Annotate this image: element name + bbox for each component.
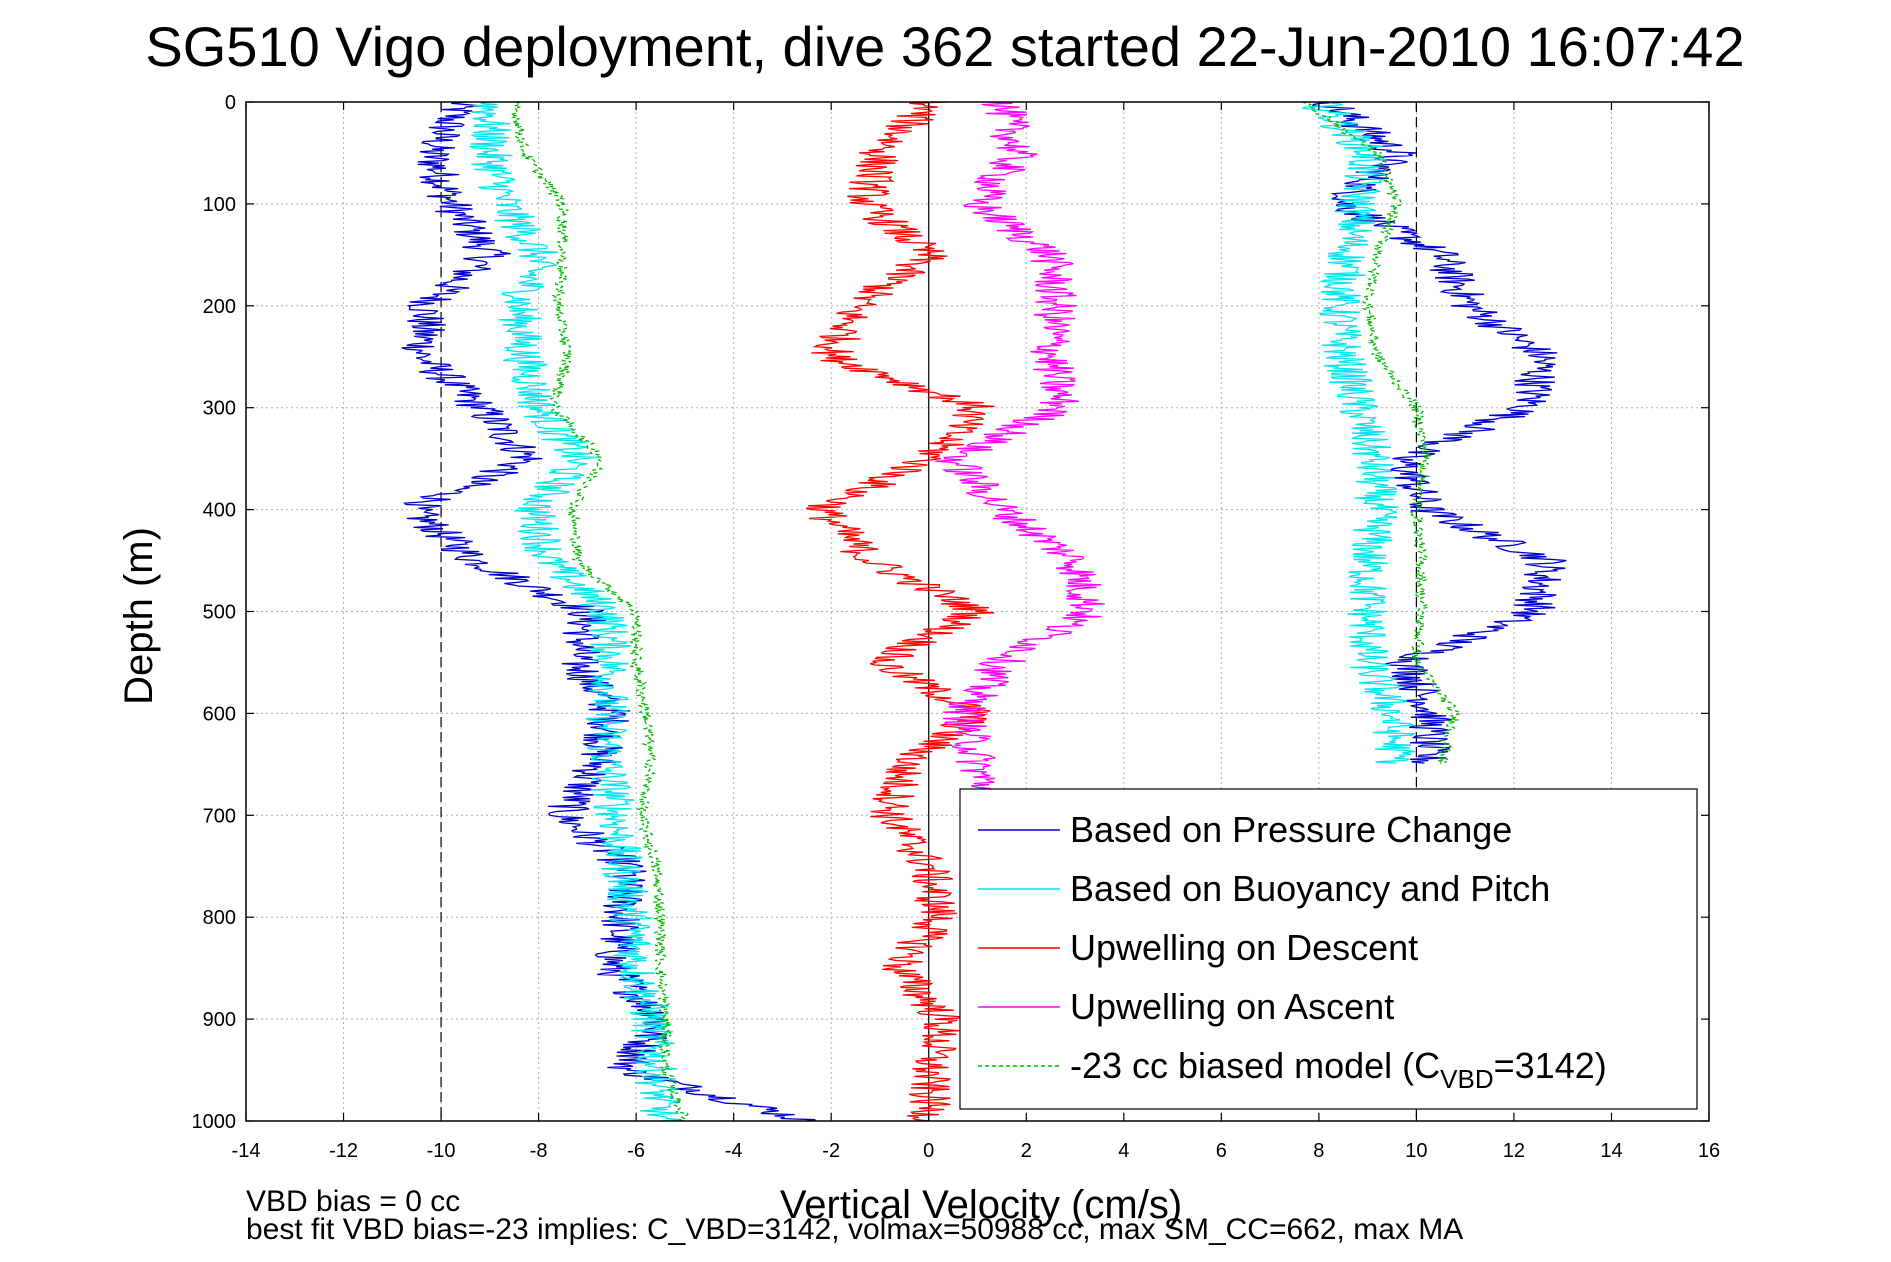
y-tick-label: 400 xyxy=(203,500,236,522)
series-line-based-on-pressure-change-descent xyxy=(401,101,816,1122)
y-tick-label: 100 xyxy=(203,194,236,216)
series-line-based-on-buoyancy-and-pitch-descent xyxy=(469,101,681,1122)
x-tick-label: 14 xyxy=(1600,1140,1622,1162)
x-tick-label: -12 xyxy=(329,1140,358,1162)
legend-entry-label: Based on Buoyancy and Pitch xyxy=(1070,868,1550,909)
series-line-23-cc-biased-model-c-descent xyxy=(508,101,689,1122)
x-tick-label: -10 xyxy=(427,1140,456,1162)
series-line-23-cc-biased-model-c-ascent xyxy=(1301,101,1462,764)
x-tick-label: 8 xyxy=(1313,1140,1324,1162)
x-tick-label: -4 xyxy=(725,1140,743,1162)
y-tick-label: 800 xyxy=(203,907,236,929)
legend-box xyxy=(959,788,1698,1110)
series-line-based-on-buoyancy-and-pitch-ascent xyxy=(1301,101,1417,764)
y-tick-label: 1000 xyxy=(192,1111,237,1133)
y-tick-label: 500 xyxy=(203,602,236,624)
series-line-upwelling-on-ascent-ascent xyxy=(935,101,1105,815)
x-tick-label: 2 xyxy=(1021,1140,1032,1162)
x-tick-label: -8 xyxy=(530,1140,548,1162)
x-tick-label: -14 xyxy=(232,1140,261,1162)
y-tick-label: 600 xyxy=(203,703,236,725)
y-tick-label: 700 xyxy=(203,805,236,827)
series-lines xyxy=(401,101,1567,1122)
x-axis-label: Vertical Velocity (cm/s) xyxy=(780,1183,1182,1227)
x-tick-label: 10 xyxy=(1405,1140,1427,1162)
chart-title: SG510 Vigo deployment, dive 362 started … xyxy=(145,15,1744,78)
y-tick-label: 300 xyxy=(203,398,236,420)
x-tick-label: 6 xyxy=(1216,1140,1227,1162)
legend: Based on Pressure Change Based on Buoyanc… xyxy=(959,788,1698,1110)
legend-entry-label: Based on Pressure Change xyxy=(1070,809,1512,850)
y-axis-ticks: 0 100 200 300 400 500 600 700 800 900 1000 xyxy=(192,92,1709,1133)
legend-entry-label: -23 cc biased model (CVBD=3142) xyxy=(1070,1045,1607,1094)
y-tick-label: 900 xyxy=(203,1009,236,1031)
x-tick-label: 12 xyxy=(1503,1140,1525,1162)
footer-line-2: best fit VBD bias=-23 implies: C_VBD=314… xyxy=(246,1213,1463,1246)
y-tick-label: 200 xyxy=(203,296,236,318)
y-axis-label: Depth (m) xyxy=(117,527,161,705)
x-tick-label: -6 xyxy=(627,1140,645,1162)
legend-entry-label: Upwelling on Ascent xyxy=(1070,986,1394,1027)
series-line-upwelling-on-descent-descent xyxy=(805,101,995,1122)
x-tick-label: 16 xyxy=(1698,1140,1720,1162)
x-tick-label: 4 xyxy=(1118,1140,1129,1162)
x-tick-label: 0 xyxy=(923,1140,934,1162)
x-axis-ticks: -14 -12 -10 -8 -6 -4 -2 0 2 4 6 8 10 12 14 16 xyxy=(232,102,1720,1162)
x-tick-label: -2 xyxy=(822,1140,840,1162)
legend-entry-label: Upwelling on Descent xyxy=(1070,927,1418,968)
footer-line-1: VBD bias = 0 cc xyxy=(246,1185,460,1218)
y-tick-label: 0 xyxy=(225,92,236,114)
